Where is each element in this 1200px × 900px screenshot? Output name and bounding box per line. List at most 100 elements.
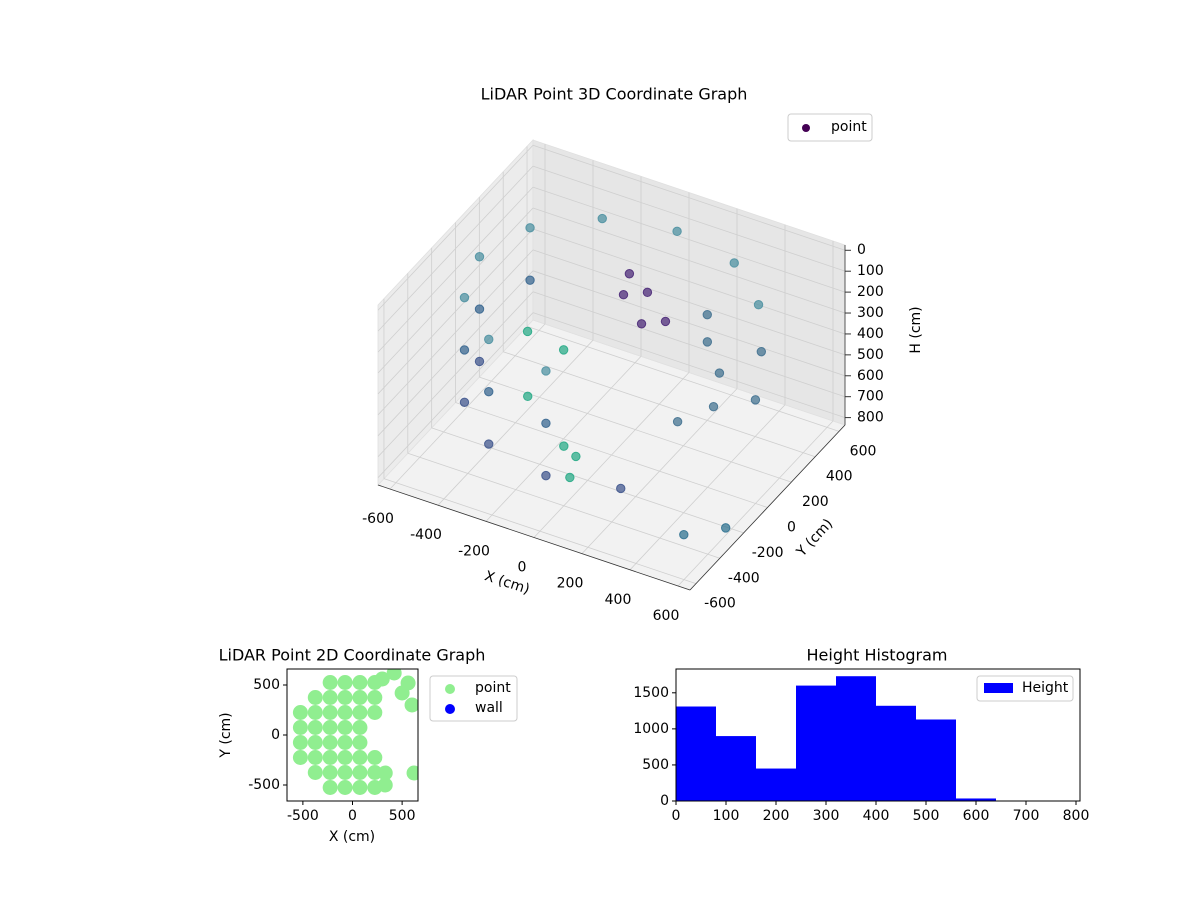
x-tick-label: -200 [458,543,490,559]
point [322,705,338,720]
axes-frame [675,668,1081,802]
point [307,765,323,780]
x-tick-label: 300 [813,808,840,824]
grid-line [377,186,534,353]
z-tick-label: 400 [857,326,884,342]
grid-line [377,165,534,332]
grid-line [532,144,846,251]
point [292,720,308,735]
point [459,397,470,407]
point [400,675,416,691]
grid-line [377,291,534,458]
x-tick-label: 400 [863,808,890,824]
point [337,765,353,780]
point [541,418,551,428]
y-tick-label: -200 [752,545,784,561]
point [352,780,368,795]
bar [956,798,996,801]
point [636,319,647,329]
point [720,523,731,533]
z-tick-label: 700 [857,389,884,405]
grid-line [532,270,846,377]
x-tick-label: 100 [713,808,740,824]
legend-patch [984,683,1013,693]
y-tick-label: -500 [248,777,280,793]
grid-line [532,312,846,419]
point [377,777,393,793]
point [729,258,739,268]
point [307,750,323,765]
z-axis-label: H (cm) [908,306,924,353]
grid-line [532,228,846,335]
point [484,334,494,345]
point [525,223,535,233]
point [337,675,353,690]
grid-line [532,291,846,398]
grid-line [377,207,534,374]
x-tick-label: 0 [348,808,357,824]
y-tick-label: 1000 [633,721,669,737]
y-tick-label: 200 [802,494,829,510]
point [618,290,629,300]
z-tick-label: 100 [857,263,884,279]
z-tick-label: 800 [857,410,884,426]
grid-line [532,207,846,314]
point [753,300,764,310]
legend-label: point [831,119,867,135]
point [367,750,383,765]
z-tick-label: 0 [857,242,866,258]
point [474,252,485,262]
point [367,690,383,705]
bar [916,719,956,801]
y-tick-label: 0 [271,727,280,743]
point [624,269,635,279]
grid-line [377,249,534,416]
point [525,275,535,285]
point [484,439,494,449]
x-tick-label: -600 [362,511,394,527]
point [558,345,569,355]
point [404,697,418,713]
y-tick-label: 1500 [633,685,669,701]
point [322,765,338,780]
point [571,451,581,462]
point [523,391,533,402]
grid-line [377,144,534,311]
point [337,735,353,750]
point [484,386,494,397]
point [337,780,353,795]
point [352,690,368,705]
point [367,705,383,720]
point [292,735,308,750]
point [337,750,353,765]
point [660,316,671,327]
point [337,705,353,720]
y-axis-line [689,424,846,591]
y-tick-label: 0 [787,520,796,536]
point [386,669,402,681]
point [322,780,338,795]
point [406,765,418,781]
x-axis-line [377,484,691,591]
y-tick-label: 600 [850,443,877,459]
bar [876,705,916,801]
x-tick-label: -400 [410,527,442,543]
point [352,705,368,720]
point [474,304,485,314]
bar [676,706,716,801]
point [292,750,308,765]
point [702,309,712,320]
y-tick-label: 500 [642,757,669,773]
point [352,735,368,750]
point [352,750,368,765]
x-axis-label: X (cm) [329,829,375,845]
legend-label: Height [1022,680,1069,696]
point [541,470,551,481]
point [292,705,308,720]
point [672,226,682,237]
y-tick-label: 500 [253,677,280,693]
chart-title: LiDAR Point 3D Coordinate Graph [481,85,748,104]
x-tick-label: 400 [605,592,632,608]
legend-label: point [475,680,511,696]
